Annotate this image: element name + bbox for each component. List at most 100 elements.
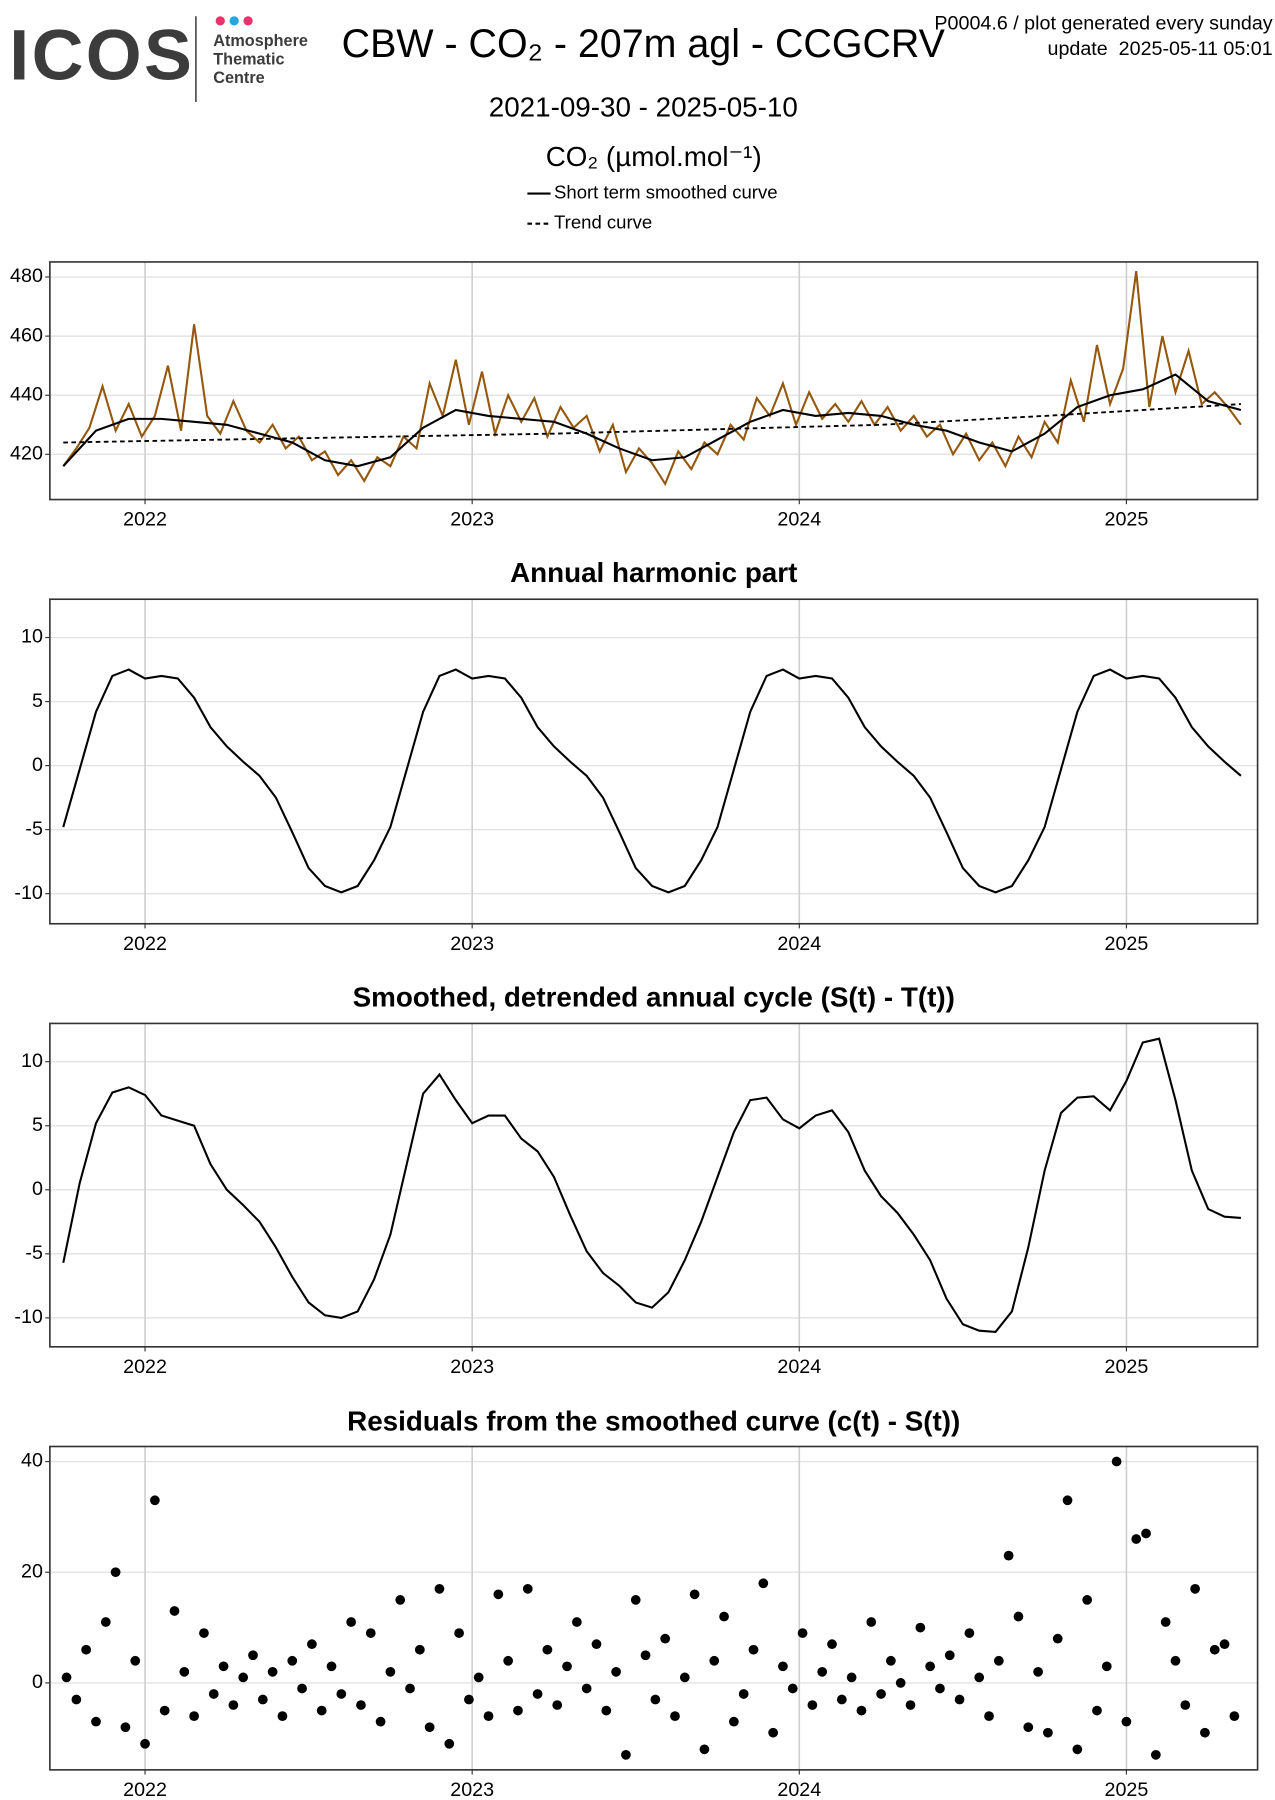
point [1111, 1456, 1122, 1467]
point [385, 1666, 396, 1677]
point [238, 1672, 249, 1683]
x-tick-label: 2022 [123, 509, 167, 531]
y-tick-label: 10 [21, 626, 43, 648]
point [1003, 1550, 1014, 1561]
point [522, 1583, 533, 1594]
point [738, 1689, 749, 1699]
x-tick-label: 2023 [450, 1779, 494, 1800]
point [61, 1672, 72, 1683]
point [336, 1689, 347, 1699]
point [228, 1700, 239, 1710]
point [1062, 1495, 1073, 1506]
point [91, 1716, 101, 1727]
point [1180, 1700, 1191, 1710]
point [640, 1650, 651, 1661]
panel-title: Smoothed, detrended annual cycle (S(t) -… [353, 981, 955, 1012]
point [120, 1722, 131, 1733]
point [817, 1666, 828, 1677]
logo: ICOS Atmosphere Thematic Centre [9, 15, 308, 102]
plot-border [49, 1445, 1259, 1771]
point [1150, 1749, 1161, 1760]
point [434, 1583, 445, 1594]
logo-dot [215, 16, 225, 26]
point [1052, 1633, 1063, 1644]
point [159, 1705, 170, 1716]
point [895, 1678, 906, 1688]
logo-subtitle: Centre [213, 69, 264, 87]
point [1043, 1727, 1053, 1738]
point [699, 1744, 710, 1755]
point [621, 1749, 631, 1760]
point [189, 1711, 199, 1721]
y-tick-label: 0 [32, 754, 43, 776]
point [729, 1716, 739, 1727]
point [925, 1661, 936, 1672]
point [1141, 1528, 1151, 1539]
point [964, 1628, 975, 1638]
point [110, 1567, 121, 1578]
point [748, 1644, 759, 1655]
point [297, 1683, 307, 1694]
logo-text: ICOS [9, 15, 194, 95]
point [424, 1722, 435, 1733]
point [827, 1639, 837, 1650]
point [503, 1655, 514, 1666]
point [719, 1611, 729, 1622]
update-note: update 2025-05-11 05:01 [1048, 38, 1273, 60]
point [365, 1628, 376, 1638]
point [257, 1694, 268, 1705]
point [542, 1644, 553, 1655]
x-tick-label: 2022 [123, 933, 167, 955]
point [199, 1628, 209, 1638]
point [915, 1622, 926, 1633]
y-tick-label: 20 [21, 1560, 43, 1582]
legend-label: Short term smoothed curve [554, 181, 777, 202]
point [1219, 1639, 1230, 1650]
plot-border [49, 261, 1259, 501]
point [464, 1694, 474, 1705]
point [395, 1595, 406, 1605]
point [248, 1650, 258, 1661]
point [1190, 1583, 1200, 1594]
y-tick-label: 460 [10, 324, 43, 346]
logo-dot [243, 16, 253, 26]
point [454, 1628, 464, 1638]
logo-dot [229, 16, 239, 26]
point [1092, 1705, 1102, 1716]
point [513, 1705, 523, 1716]
series-line [62, 270, 1242, 487]
y-tick-label: 480 [10, 265, 43, 287]
point [866, 1617, 877, 1627]
point [287, 1655, 298, 1666]
x-tick-label: 2023 [450, 509, 494, 531]
logo-subtitle: Atmosphere [213, 32, 308, 50]
panel-title: Annual harmonic part [510, 557, 797, 588]
point [954, 1694, 965, 1705]
y-tick-label: 40 [21, 1450, 43, 1472]
y-tick-label: 10 [21, 1050, 43, 1072]
marks [62, 1037, 1241, 1334]
y-tick-label: 0 [32, 1671, 43, 1693]
x-tick-label: 2022 [123, 1356, 167, 1378]
point [208, 1689, 219, 1699]
point [984, 1711, 994, 1721]
point [346, 1617, 357, 1627]
point [591, 1639, 602, 1650]
point [277, 1711, 288, 1721]
y-tick-label: -5 [25, 818, 43, 840]
point [797, 1628, 808, 1638]
main-title: CBW - CO₂ - 207m agl - CCGCRV [342, 22, 946, 66]
x-tick-label: 2022 [123, 1779, 167, 1800]
point [856, 1705, 867, 1716]
point [944, 1650, 955, 1661]
y-tick-label: -10 [14, 882, 43, 904]
panel: CO₂ (µmol.mol⁻¹) 420 440 460 480 2022 2023 2024… [10, 141, 1259, 531]
point [709, 1655, 720, 1666]
point [905, 1700, 916, 1710]
point [140, 1738, 150, 1749]
plot-background [49, 599, 1258, 924]
y-tick-label: 5 [32, 690, 43, 712]
point [356, 1700, 366, 1710]
marks [62, 270, 1242, 487]
point [601, 1705, 612, 1716]
